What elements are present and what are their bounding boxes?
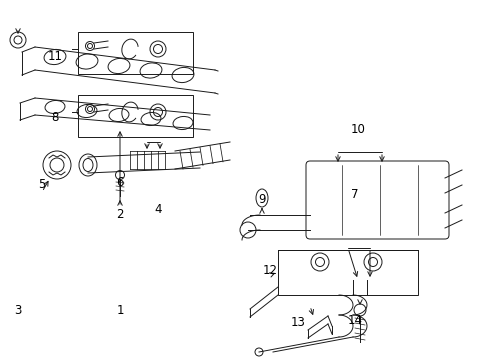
Text: 5: 5 [38, 179, 45, 192]
Text: 9: 9 [258, 193, 265, 207]
Text: 14: 14 [347, 314, 362, 327]
Bar [78, 95, 193, 137]
Text: 7: 7 [350, 189, 358, 202]
Text: 12: 12 [262, 264, 277, 276]
Text: 2: 2 [116, 208, 123, 221]
Text: 4: 4 [154, 203, 162, 216]
Text: 11: 11 [47, 50, 62, 63]
Text: 6: 6 [116, 176, 123, 189]
Text: 8: 8 [51, 112, 59, 125]
Bar [78, 32, 193, 74]
Text: 3: 3 [14, 303, 21, 316]
Text: 1: 1 [116, 303, 123, 316]
Bar [278, 250, 417, 295]
Text: 13: 13 [290, 315, 305, 328]
Text: 10: 10 [350, 123, 365, 136]
